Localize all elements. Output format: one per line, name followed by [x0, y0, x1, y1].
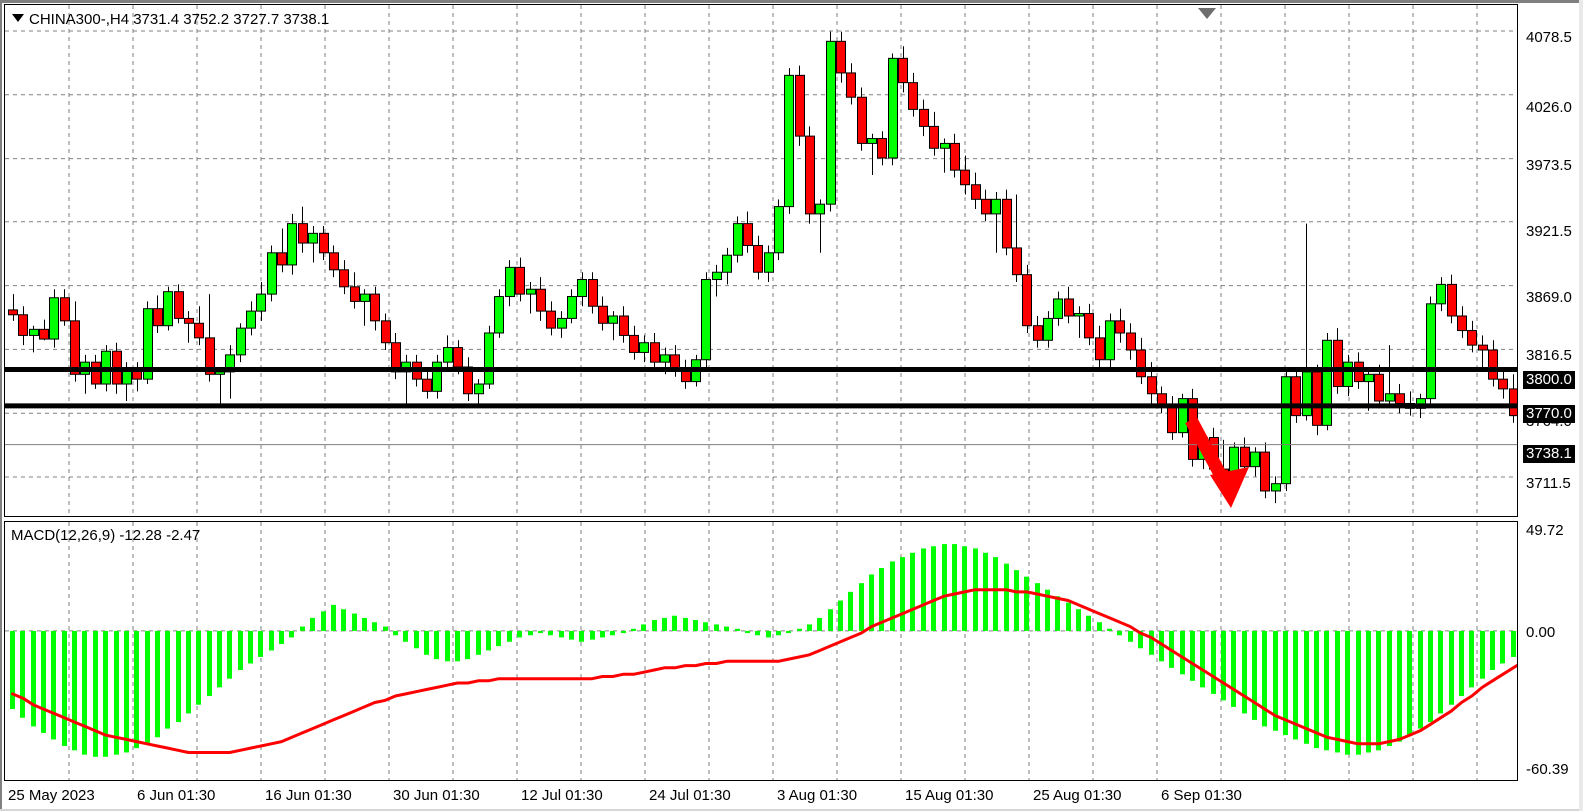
time-axis-label: 25 Aug 01:30 [1033, 787, 1122, 804]
price-scale-label: 4026.0 [1526, 99, 1572, 116]
price-scale-axis[interactable]: 4078.5 4026.0 3973.5 3921.5 3869.0 3816.5 3800… [1518, 4, 1583, 781]
price-scale-highlight-label: 3800.0 [1523, 371, 1575, 389]
price-scale-label: 4078.5 [1526, 29, 1572, 46]
macd-indicator-panel[interactable]: MACD(12,26,9) -12.28 -2.47 [4, 521, 1518, 781]
time-axis-label: 15 Aug 01:30 [905, 787, 994, 804]
price-scale-label: 49.72 [1526, 522, 1564, 539]
window-top-border [0, 0, 1583, 3]
time-axis-label: 24 Jul 01:30 [649, 787, 731, 804]
time-axis-label: 3 Aug 01:30 [777, 787, 858, 804]
time-axis-label: 16 Jun 01:30 [265, 787, 352, 804]
marker-triangle-icon[interactable] [1198, 8, 1216, 19]
price-chart-legend: CHINA300-,H4 3731.4 3752.2 3727.7 3738.1 [29, 11, 330, 28]
time-axis-label: 30 Jun 01:30 [393, 787, 480, 804]
price-scale-label: 3921.5 [1526, 223, 1572, 240]
window-left-border [0, 0, 2, 811]
price-scale-label: 3973.5 [1526, 157, 1572, 174]
time-axis-label: 6 Jun 01:30 [137, 787, 216, 804]
time-axis-label: 25 May 2023 [8, 787, 95, 804]
macd-chart-canvas [5, 522, 1517, 780]
window-bottom-border [0, 809, 1583, 811]
price-scale-label: 3711.5 [1526, 475, 1571, 492]
time-scale-axis[interactable]: 25 May 2023 6 Jun 01:30 16 Jun 01:30 30 Jun… [4, 783, 1518, 809]
price-scale-label: 0.00 [1526, 624, 1556, 641]
macd-legend: MACD(12,26,9) -12.28 -2.47 [11, 527, 201, 544]
triangle-down-icon[interactable] [12, 14, 24, 22]
price-scale-highlight-label: 3738.1 [1523, 445, 1575, 463]
price-scale-highlight-label: 3770.0 [1523, 405, 1575, 423]
price-scale-label: -60.39 [1526, 761, 1569, 778]
price-chart-canvas [5, 5, 1517, 516]
scale-divider [1579, 0, 1583, 811]
price-scale-label: 3869.0 [1526, 289, 1572, 306]
time-axis-label: 12 Jul 01:30 [521, 787, 603, 804]
price-chart-panel[interactable]: CHINA300-,H4 3731.4 3752.2 3727.7 3738.1 [4, 4, 1518, 517]
price-scale-label: 3816.5 [1526, 347, 1572, 364]
time-axis-label: 6 Sep 01:30 [1161, 787, 1242, 804]
